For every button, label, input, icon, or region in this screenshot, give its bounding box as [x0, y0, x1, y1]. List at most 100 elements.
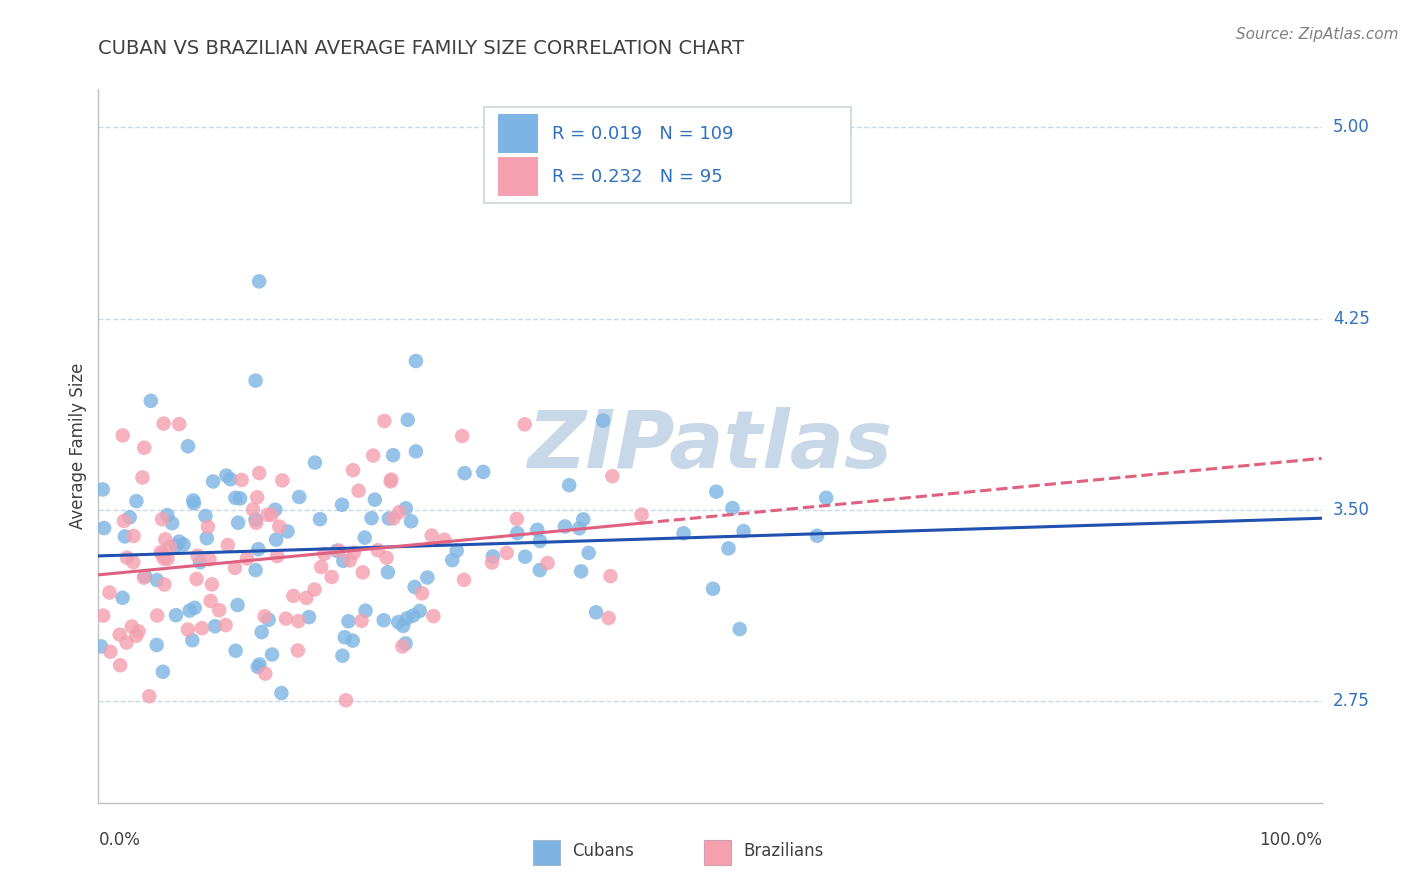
Point [173, 537, 195, 551]
Point [128, 624, 150, 639]
Point [405, 354, 427, 368]
Point [529, 533, 551, 548]
Point [215, 468, 238, 483]
Point [373, 414, 395, 428]
Text: 5.00: 5.00 [1333, 119, 1369, 136]
Point [155, 533, 177, 547]
Point [395, 501, 418, 516]
Point [167, 417, 190, 431]
Point [247, 466, 270, 480]
Point [367, 543, 389, 558]
Point [377, 566, 399, 580]
Point [364, 492, 387, 507]
Point [578, 546, 600, 560]
Point [481, 556, 503, 570]
Point [198, 552, 221, 566]
Point [165, 539, 187, 553]
FancyBboxPatch shape [533, 839, 560, 865]
Point [387, 615, 409, 630]
Point [572, 512, 595, 526]
Point [100, 645, 122, 659]
FancyBboxPatch shape [498, 114, 537, 153]
Point [246, 660, 269, 674]
Point [245, 374, 267, 388]
Point [247, 542, 270, 557]
Point [360, 511, 382, 525]
Text: 3.50: 3.50 [1333, 500, 1369, 519]
Point [321, 570, 343, 584]
Point [186, 572, 208, 586]
Point [118, 510, 141, 524]
Point [214, 618, 236, 632]
Point [350, 614, 373, 628]
Point [339, 553, 361, 567]
Point [229, 491, 252, 506]
Point [257, 613, 280, 627]
Point [404, 580, 426, 594]
Point [271, 474, 294, 488]
Point [266, 549, 288, 564]
Point [121, 619, 143, 633]
Point [183, 496, 205, 510]
Point [204, 619, 226, 633]
Point [396, 413, 419, 427]
Point [122, 555, 145, 569]
Point [245, 563, 267, 577]
Text: 100.0%: 100.0% [1258, 831, 1322, 849]
Point [343, 546, 366, 560]
Point [156, 552, 179, 566]
Point [298, 610, 321, 624]
Point [433, 533, 456, 547]
Point [815, 491, 838, 505]
Point [453, 466, 475, 480]
Point [529, 563, 551, 577]
Point [391, 640, 413, 654]
Point [160, 516, 183, 531]
Point [304, 456, 326, 470]
Point [592, 413, 614, 427]
Point [441, 553, 464, 567]
FancyBboxPatch shape [484, 107, 851, 203]
Point [231, 473, 253, 487]
Point [274, 612, 297, 626]
Point [287, 614, 309, 628]
Point [513, 549, 536, 564]
Point [181, 493, 204, 508]
Point [177, 623, 200, 637]
Point [392, 619, 415, 633]
Point [309, 560, 332, 574]
Point [328, 543, 350, 558]
Point [167, 534, 190, 549]
Point [122, 529, 145, 543]
Point [114, 529, 136, 543]
Point [115, 550, 138, 565]
Point [287, 643, 309, 657]
Point [361, 449, 384, 463]
Point [260, 508, 283, 522]
Point [194, 508, 217, 523]
Point [226, 516, 249, 530]
Point [554, 519, 576, 533]
Point [394, 636, 416, 650]
Point [382, 511, 405, 525]
Point [146, 608, 169, 623]
Point [93, 521, 115, 535]
Text: 2.75: 2.75 [1333, 692, 1369, 710]
Point [451, 429, 474, 443]
Point [247, 274, 270, 288]
Point [91, 483, 114, 497]
Point [396, 611, 419, 625]
Point [219, 472, 242, 486]
Point [156, 508, 179, 523]
Point [354, 604, 377, 618]
Point [270, 686, 292, 700]
Point [269, 519, 291, 533]
Point [405, 444, 427, 458]
Point [108, 658, 131, 673]
Point [134, 441, 156, 455]
Point [526, 523, 548, 537]
Point [115, 635, 138, 649]
Point [264, 502, 287, 516]
Point [569, 565, 592, 579]
Point [112, 514, 135, 528]
